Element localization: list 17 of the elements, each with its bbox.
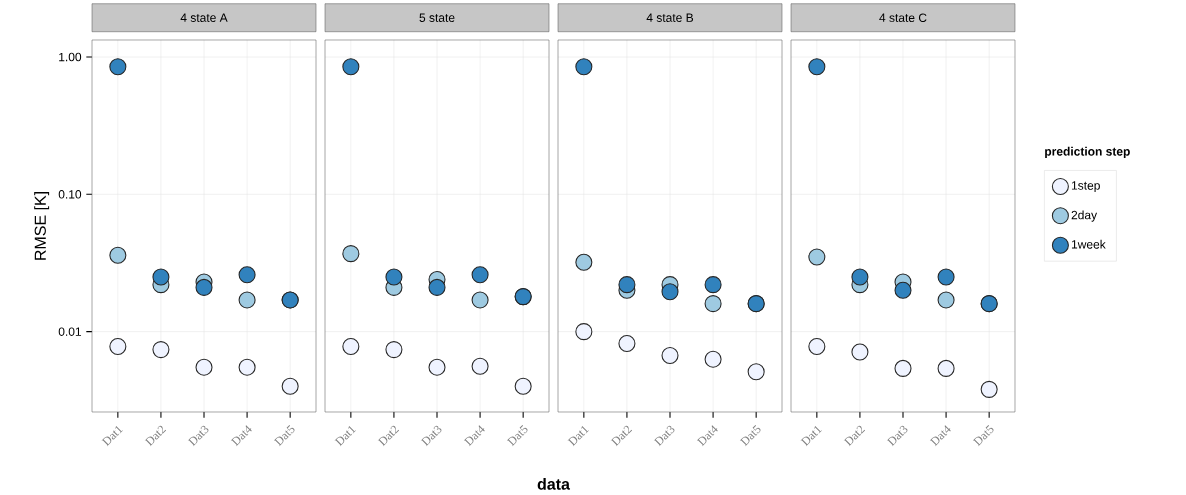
chart-title: 4 state C (879, 13, 927, 22)
x-axis-title: data (537, 478, 571, 490)
y-tick-label: 1.00 (59, 52, 82, 62)
x-tick-label: Dat1 (567, 425, 589, 447)
chart-title: 4 state B (646, 13, 694, 22)
y-tick-label: 0.01 (58, 327, 82, 336)
x-tick-label: Dat1 (334, 425, 356, 447)
legend-label: 1step (1071, 181, 1100, 193)
legend-label: 2day (1071, 210, 1098, 222)
x-tick-label: Dat1 (101, 425, 123, 447)
legend-title: prediction step (1045, 146, 1130, 159)
y-axis-title: RMSE [K] (34, 192, 50, 260)
chart-title: 5 state (419, 13, 455, 22)
x-tick-label: Dat1 (800, 425, 822, 447)
legend-label: 1week (1071, 239, 1106, 249)
chart-title: 4 state A (180, 13, 228, 22)
y-tick-label: 0.10 (58, 190, 82, 199)
